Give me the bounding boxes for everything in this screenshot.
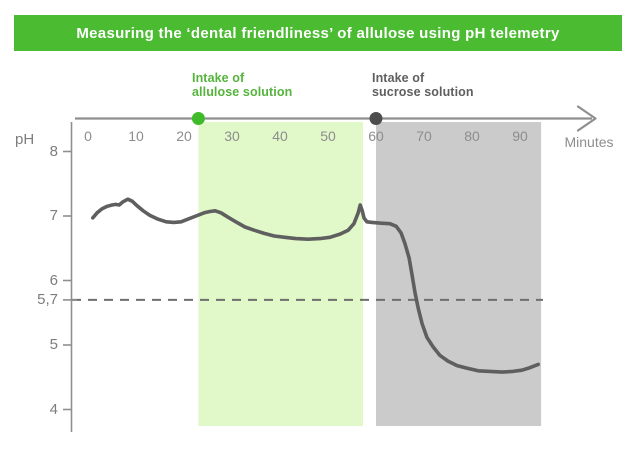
x-tick-label: 20 [176,128,192,144]
x-tick-label: 60 [368,128,384,144]
y-tick-label: 5,7 [37,290,58,308]
x-tick-label: 10 [128,128,144,144]
sucrose-region [376,122,542,426]
x-tick-label: 90 [512,128,528,144]
page-title: Measuring the ‘dental friendliness’ of a… [76,24,560,42]
sucrose-intake-label-line1: Intake of [372,71,425,85]
allulose-intake-label-line2: allulose solution [192,85,293,99]
sucrose-intake-label-line2: sucrose solution [372,85,474,99]
x-tick-label: 40 [272,128,288,144]
allulose-intake-label: Intake of allulose solution [192,71,292,99]
y-tick-label: 6 [49,271,58,289]
x-tick-label: 80 [464,128,480,144]
title-banner: Measuring the ‘dental friendliness’ of a… [14,15,622,51]
sucrose-intake-label: Intake of sucrose solution [372,71,474,99]
y-tick-label: 7 [49,207,58,224]
y-axis-ticks [63,150,77,411]
y-axis-title: pH [15,131,35,148]
allulose-intake-label-line1: Intake of [192,71,245,85]
y-tick-label: 5 [49,336,58,353]
y-tick-label: 8 [49,142,58,160]
x-tick-label: 0 [84,128,92,144]
y-tick-label: 4 [49,400,58,418]
x-axis-arrow [576,105,597,132]
x-tick-label: 30 [224,128,240,144]
x-tick-label: 50 [320,128,336,144]
allulose-intake-dot [191,112,205,125]
sucrose-intake-dot [369,112,383,125]
allulose-region [198,122,363,426]
x-tick-label: 70 [416,128,432,144]
ph-curve [91,197,540,374]
x-axis-title: Minutes [564,134,614,150]
